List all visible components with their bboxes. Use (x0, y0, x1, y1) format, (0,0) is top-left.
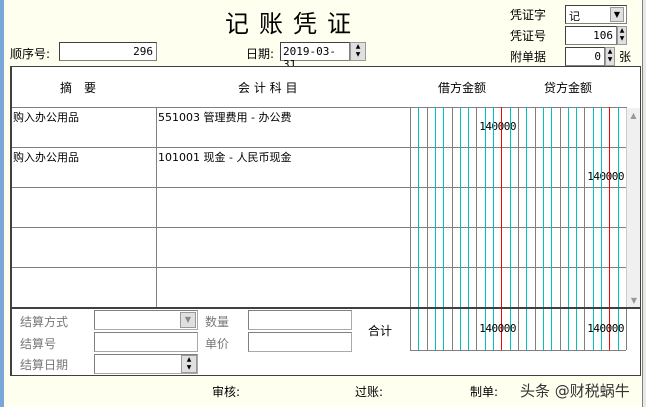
settlement-no-input[interactable] (94, 332, 198, 352)
column-divider (156, 227, 157, 267)
header-debit: 借方金额 (438, 81, 487, 95)
date-input[interactable]: 2019-03-31 (280, 42, 350, 71)
settlement-date-input[interactable] (94, 354, 198, 374)
summary-cell[interactable]: 购入办公用品 (13, 151, 79, 164)
qty-label: 数量 (205, 315, 230, 329)
debit-cell[interactable]: 140000 (479, 120, 516, 133)
chevron-down-icon[interactable]: ▼ (180, 312, 196, 328)
window-scrollbar[interactable] (642, 0, 646, 407)
chevron-down-icon[interactable]: ▼ (610, 7, 624, 22)
credit-cell[interactable]: 140000 (587, 170, 624, 183)
header-account: 会 计 科 目 (238, 81, 298, 95)
table-row[interactable] (12, 267, 626, 307)
divider (10, 307, 641, 309)
voucher-no-input[interactable]: 106 (565, 26, 617, 45)
table-row[interactable]: 购入办公用品 551003 管理费用 - 办公费 140000 (12, 107, 626, 147)
attachments-spinner[interactable]: ▲ ▼ (605, 47, 615, 66)
post-label: 过账: (355, 385, 384, 399)
total-debit: 140000 (479, 322, 516, 335)
table-row[interactable] (12, 227, 626, 267)
window-edge-left (0, 0, 4, 407)
page-title: 记账凭证 (225, 10, 361, 38)
settlement-date-spinner[interactable]: ▲ ▼ (181, 355, 197, 373)
column-divider (156, 107, 157, 147)
voucher-no-spinner[interactable]: ▲ ▼ (617, 26, 627, 45)
settlement-no-label: 结算号 (20, 337, 57, 351)
attachments-label: 附单据 (510, 50, 547, 64)
seq-input[interactable]: 296 (59, 42, 157, 61)
date-label: 日期: (246, 47, 275, 61)
attachments-unit: 张 (619, 50, 632, 64)
audit-label: 审核: (212, 385, 241, 399)
settlement-method-select[interactable] (94, 310, 198, 330)
account-cell[interactable]: 101001 现金 - 人民币现金 (158, 151, 292, 164)
watermark: 头条 @财税蜗牛 (520, 382, 630, 400)
header-summary: 摘 要 (60, 81, 97, 95)
seq-label: 顺序号: (10, 47, 51, 61)
date-spinner[interactable]: ▲ ▼ (350, 42, 366, 61)
maker-label: 制单: (470, 385, 499, 399)
row-divider (12, 107, 626, 108)
table-row[interactable]: 购入办公用品 101001 现金 - 人民币现金 140000 (12, 147, 626, 187)
voucher-type-value: 记 (569, 10, 580, 23)
column-divider (156, 147, 157, 187)
row-divider (12, 227, 626, 228)
settlement-date-label: 结算日期 (20, 358, 69, 372)
scroll-down-icon[interactable]: ▼ (630, 296, 638, 305)
column-divider (156, 267, 157, 307)
total-credit: 140000 (587, 322, 624, 335)
price-input[interactable] (248, 332, 352, 352)
qty-input[interactable] (248, 310, 352, 330)
row-divider (12, 267, 626, 268)
account-cell[interactable]: 551003 管理费用 - 办公费 (158, 111, 292, 124)
summary-cell[interactable]: 购入办公用品 (13, 111, 79, 124)
table-row[interactable] (12, 187, 626, 227)
price-label: 单价 (205, 337, 230, 351)
table-scrollbar[interactable]: ▲ ▼ (626, 108, 640, 307)
scroll-up-icon[interactable]: ▲ (630, 111, 637, 120)
row-divider (12, 147, 626, 148)
total-label: 合计 (368, 324, 393, 338)
voucher-no-label: 凭证号 (510, 29, 547, 43)
settlement-method-label: 结算方式 (20, 315, 69, 329)
row-divider (12, 187, 626, 188)
header-credit: 贷方金额 (544, 81, 593, 95)
attachments-input[interactable]: 0 (565, 47, 605, 66)
voucher-type-label: 凭证字 (510, 8, 547, 22)
column-divider (156, 187, 157, 227)
